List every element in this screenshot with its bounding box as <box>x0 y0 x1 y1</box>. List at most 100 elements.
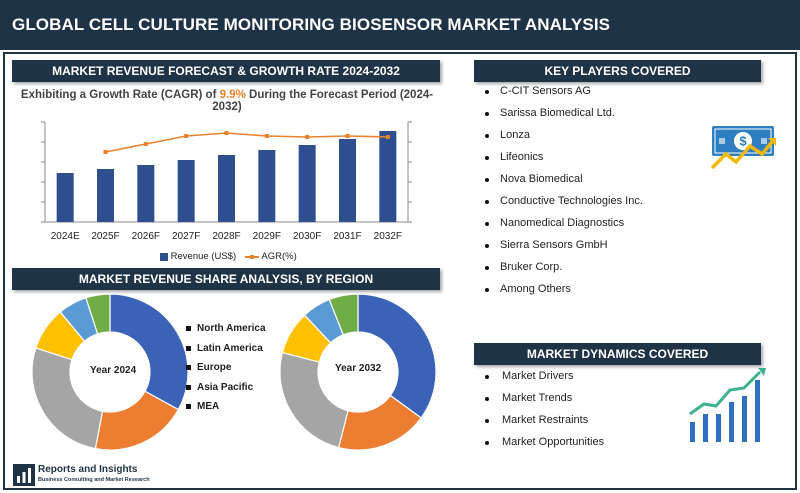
legend-bullet <box>186 365 191 370</box>
legend-bullet <box>186 326 191 331</box>
subtitle-suffix: During the Forecast Period (2024-2032) <box>212 89 434 113</box>
agr-point <box>385 135 390 139</box>
x-tick-label: 2026F <box>132 231 160 242</box>
dynamics-bullet <box>485 397 489 401</box>
dynamics-bullet <box>485 441 489 445</box>
region-legend-item: Latin America <box>186 342 263 354</box>
player-bullet <box>485 178 489 182</box>
region-legend-label: Europe <box>197 362 232 373</box>
donut-slice <box>328 293 359 336</box>
region-legend-label: North America <box>197 323 266 334</box>
player-item: Among Others <box>500 283 571 295</box>
agr-point <box>305 135 310 139</box>
reports-insights-logo-icon <box>13 464 35 486</box>
bar-growth-icon <box>689 368 766 442</box>
revenue-bar <box>298 145 316 222</box>
player-item: Nova Biomedical <box>500 173 583 185</box>
content-frame <box>3 52 797 490</box>
region-legend-item: North America <box>186 323 266 334</box>
dollar-growth-icon: $ <box>710 126 776 170</box>
agr-point <box>184 134 189 138</box>
legend-agr-swatch <box>244 253 259 261</box>
player-item: Lifeonics <box>500 151 544 163</box>
player-bullet <box>485 90 489 94</box>
revenue-bar <box>379 131 397 222</box>
legend-bullet <box>186 384 191 390</box>
region-legend-item: MEA <box>186 401 220 412</box>
x-tick-label: 2028F <box>212 231 240 242</box>
logo-name: Reports and Insights <box>38 464 138 475</box>
player-item: Nanomedical Diagnostics <box>500 217 625 229</box>
player-bullet <box>485 222 489 226</box>
region-legend-item: Asia Pacific <box>186 381 254 393</box>
player-item: C-CIT Sensors AG <box>500 85 591 97</box>
forecast-banner: MARKET REVENUE FORECAST & GROWTH RATE 20… <box>12 60 440 82</box>
dynamics-item: Market Drivers <box>502 370 574 382</box>
region-legend-item: Europe <box>186 362 232 373</box>
page-title: GLOBAL CELL CULTURE MONITORING BIOSENSOR… <box>12 15 611 34</box>
dynamics-item: Market Restraints <box>502 414 589 426</box>
revenue-bar <box>339 139 356 222</box>
legend-revenue-label: Revenue (US$) <box>170 251 237 262</box>
player-item: Bruker Corp. <box>500 261 563 273</box>
region-legend-label: Asia Pacific <box>197 381 254 393</box>
legend-bullet <box>186 404 191 409</box>
donut-2032-label: Year 2032 <box>335 363 382 374</box>
x-tick-label: 2030F <box>293 231 321 242</box>
revenue-bar <box>56 173 74 222</box>
agr-point <box>103 150 108 154</box>
agr-point <box>143 142 148 146</box>
region-legend-label: MEA <box>197 401 220 412</box>
cagr-value: 9.9% <box>219 89 246 101</box>
player-bullet <box>485 112 489 116</box>
dynamics-item: Market Opportunities <box>502 436 605 448</box>
forecast-subtitle: Exhibiting a Growth Rate (CAGR) of 9.9% … <box>12 89 442 113</box>
dynamics-bullet <box>485 419 489 423</box>
x-tick-label: 2029F <box>253 231 281 242</box>
revenue-bar <box>137 165 155 222</box>
x-tick-label: 2024E <box>51 231 80 242</box>
x-tick-label: 2031F <box>333 231 361 242</box>
player-item: Sierra Sensors GmbH <box>500 239 608 251</box>
player-bullet <box>485 288 489 292</box>
region-legend-label: Latin America <box>197 342 263 354</box>
player-bullet <box>485 266 489 270</box>
donut-slice <box>357 293 437 419</box>
revenue-bar <box>97 169 114 222</box>
agr-point <box>264 134 269 138</box>
dynamics-bullet <box>485 375 489 379</box>
legend-agr-label: AGR(%) <box>261 251 297 262</box>
dynamics-banner: MARKET DYNAMICS COVERED <box>474 343 761 365</box>
player-bullet <box>485 244 489 248</box>
legend-bullet <box>186 345 191 351</box>
dynamics-item: Market Trends <box>502 392 573 404</box>
revenue-bar-chart: 2024E 2025F 2026F 2027F 2028F 2029F 2030F 2031F… <box>41 121 412 242</box>
donut-slice <box>31 347 104 450</box>
players-banner: KEY PLAYERS COVERED <box>474 60 761 82</box>
agr-line <box>105 132 388 153</box>
agr-point <box>224 131 229 135</box>
donut-slice <box>279 351 349 449</box>
x-tick-label: 2032F <box>374 231 402 242</box>
revenue-bar <box>258 150 276 222</box>
player-item: Lonza <box>500 129 530 141</box>
x-tick-label: 2025F <box>91 231 119 242</box>
revenue-bar <box>218 155 235 222</box>
revenue-bar <box>177 160 195 222</box>
logo-tagline: Business Consulting and Market Research <box>38 477 150 483</box>
donut-slice <box>85 293 111 335</box>
share-banner: MARKET REVENUE SHARE ANALYSIS, BY REGION <box>12 268 440 290</box>
legend-revenue-swatch <box>160 252 168 261</box>
agr-point <box>345 134 350 138</box>
player-bullet <box>485 134 489 138</box>
subtitle-prefix: Exhibiting a Growth Rate (CAGR) of <box>20 89 220 101</box>
chart-legend: Revenue (US$) AGR(%) <box>160 251 297 262</box>
x-tick-label: 2027F <box>172 231 200 242</box>
donut-slice <box>109 293 189 411</box>
region-donut-charts <box>31 293 437 451</box>
donut-2024-label: Year 2024 <box>90 365 137 376</box>
svg-text:$: $ <box>739 134 747 149</box>
player-item: Sarissa Biomedical Ltd. <box>500 107 615 119</box>
player-bullet <box>485 200 489 204</box>
title-bar: GLOBAL CELL CULTURE MONITORING BIOSENSOR… <box>0 0 800 50</box>
